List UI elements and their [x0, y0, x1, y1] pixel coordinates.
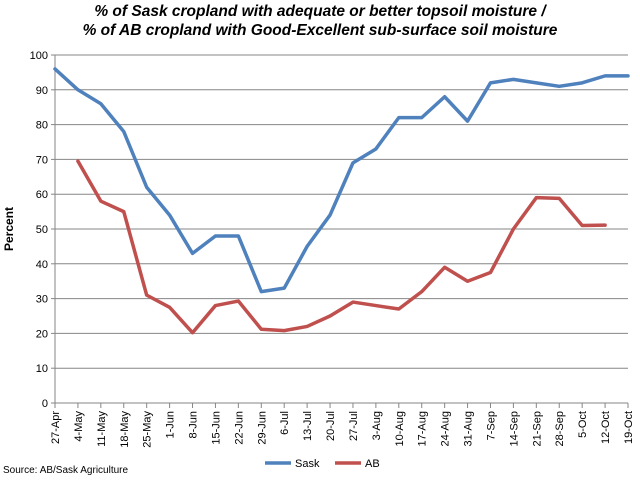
x-tick-label: 3-Aug [371, 411, 383, 440]
y-tick-label: 0 [42, 398, 48, 410]
y-tick-label: 40 [36, 259, 48, 271]
x-tick-label: 4-May [73, 411, 85, 442]
x-tick-label: 11-May [96, 411, 108, 447]
x-tick-label: 8-Jun [188, 411, 200, 439]
y-tick-label: 50 [36, 224, 48, 236]
x-tick-label: 15-Jun [210, 411, 222, 445]
series-line-ab [76, 159, 607, 335]
y-tick-label: 100 [30, 50, 48, 62]
y-tick-label: 80 [36, 120, 48, 132]
x-tick-label: 20-Jul [325, 411, 337, 441]
x-tick-label: 10-Aug [394, 411, 406, 446]
y-axis-title: Percent [2, 207, 16, 251]
x-tick-label: 31-Aug [463, 411, 475, 446]
chart-title-line-1: % of Sask cropland with adequate or bett… [94, 3, 546, 20]
x-tick-label: 29-Jun [256, 411, 268, 445]
y-tick-label: 30 [36, 294, 48, 306]
x-tick-label: 17-Aug [417, 411, 429, 446]
x-tick-label: 13-Jul [302, 411, 314, 441]
x-tick-label: 21-Sep [531, 411, 543, 446]
x-tick-label: 7-Sep [485, 411, 497, 440]
y-tick-label: 70 [36, 154, 48, 166]
x-tick-label: 25-May [142, 411, 154, 448]
y-tick-label: 60 [36, 189, 48, 201]
x-tick-label: 19-Oct [623, 411, 635, 444]
source-note: Source: AB/Sask Agriculture [3, 465, 129, 476]
x-tick-label: 28-Sep [554, 411, 566, 446]
series-line-sask [53, 67, 630, 294]
x-tick-label: 5-Oct [577, 411, 589, 438]
x-tick-label: 12-Oct [600, 411, 612, 444]
x-tick-label: 27-Jul [348, 411, 360, 441]
legend-entry-sask: Sask [265, 458, 320, 470]
chart-title: % of Sask cropland with adequate or bett… [0, 2, 640, 40]
legend-label: Sask [295, 458, 320, 470]
x-tick-label: 22-Jun [233, 411, 245, 445]
x-tick-label: 27-Apr [50, 411, 62, 444]
y-tick-label: 10 [36, 363, 48, 375]
legend-label: AB [365, 458, 380, 470]
legend-entry-ab: AB [335, 458, 380, 470]
x-tick-label: 1-Jun [165, 411, 177, 439]
x-tick-label: 14-Sep [508, 411, 520, 446]
chart-title-line-2: % of AB cropland with Good-Excellent sub… [82, 22, 558, 39]
y-tick-label: 20 [36, 328, 48, 340]
x-tick-label: 24-Aug [440, 411, 452, 446]
x-tick-label: 18-May [119, 411, 131, 448]
x-tick-label: 6-Jul [279, 411, 291, 435]
y-tick-label: 90 [36, 85, 48, 97]
